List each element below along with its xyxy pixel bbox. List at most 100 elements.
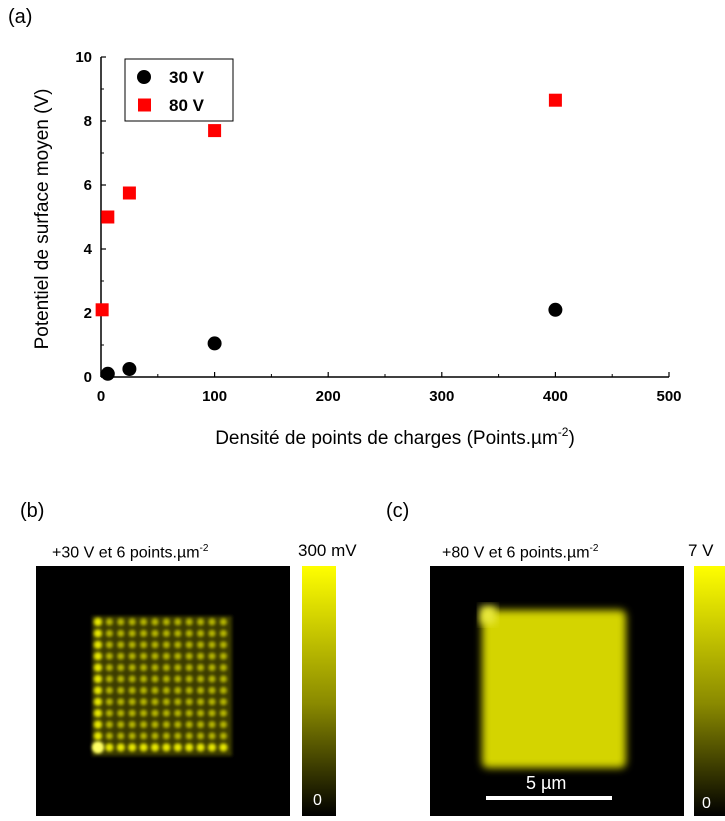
x-tick-label: 400	[543, 388, 568, 405]
charge-dot	[219, 675, 227, 683]
y-tick-label: 2	[84, 305, 92, 322]
charge-dot	[105, 664, 113, 672]
data-point-80v	[548, 93, 562, 107]
kpfm-map-30v	[36, 566, 290, 816]
charge-dot	[139, 743, 148, 752]
panel-c-colorbar-min: 0	[702, 795, 711, 812]
charge-dot	[208, 732, 216, 740]
data-point-80v	[101, 210, 115, 224]
charge-dot	[162, 641, 170, 649]
charge-dot	[219, 721, 227, 729]
charge-dot	[208, 698, 216, 706]
y-tick-label: 0	[84, 369, 92, 386]
charge-dot	[140, 686, 148, 694]
corner-hotspot	[92, 741, 104, 754]
charge-dot	[219, 629, 227, 637]
charge-dot	[197, 721, 205, 729]
charge-dot	[128, 686, 136, 694]
charge-dot	[105, 652, 113, 660]
charge-dot	[174, 641, 182, 649]
charge-dot	[93, 663, 103, 672]
charge-dot	[162, 618, 170, 626]
charge-dot	[93, 652, 103, 661]
x-tick-label: 500	[656, 388, 681, 405]
charge-dot	[162, 721, 170, 729]
charge-dot	[151, 675, 159, 683]
charge-dot	[128, 629, 136, 637]
panel-c-colorbar-max: 7 V	[688, 541, 714, 560]
charge-dot	[219, 743, 228, 752]
charge-dot	[140, 698, 148, 706]
dot-array-image	[92, 616, 232, 756]
charge-dot	[151, 664, 159, 672]
charge-dot	[93, 674, 103, 684]
charge-dot	[93, 640, 103, 649]
charge-dot	[197, 618, 205, 626]
y-tick-label: 4	[84, 241, 93, 258]
data-point-30v	[122, 362, 137, 376]
charge-dot	[219, 698, 227, 706]
data-point-80v	[208, 124, 222, 138]
y-axis-label: Potentiel de surface moyen (V)	[32, 89, 53, 350]
charge-dot	[128, 641, 136, 649]
charge-dot	[117, 664, 125, 672]
charge-dot	[117, 686, 125, 694]
charge-dot	[162, 675, 170, 683]
charge-dot	[208, 652, 216, 660]
data-point-80v	[95, 303, 109, 317]
charge-dot	[185, 652, 193, 660]
charge-dot	[162, 732, 170, 740]
charge-dot	[105, 732, 113, 740]
panel-c-caption: +80 V et 6 points.µm-2	[442, 543, 599, 562]
charge-dot	[140, 618, 148, 626]
charge-dot	[105, 675, 113, 683]
charge-dot	[140, 675, 148, 683]
charge-dot	[185, 743, 194, 752]
charge-dot	[174, 618, 182, 626]
data-point-30v	[207, 336, 222, 351]
charge-dot	[185, 675, 193, 683]
charge-dot	[219, 709, 227, 717]
charge-dot	[219, 618, 227, 626]
x-tick-label: 200	[316, 388, 341, 405]
x-tick-label: 0	[97, 388, 105, 405]
charge-dot	[93, 686, 103, 695]
charge-dot	[140, 721, 148, 729]
charge-dot	[185, 629, 193, 637]
scale-bar	[486, 796, 612, 800]
panel-b-label: (b)	[20, 500, 45, 522]
charge-dot	[117, 698, 125, 706]
charge-dot	[162, 664, 170, 672]
charge-dot	[197, 698, 205, 706]
charge-dot	[116, 743, 126, 752]
charge-dot	[219, 652, 227, 660]
charge-dot	[208, 721, 216, 729]
legend-marker-80v	[138, 98, 151, 112]
charge-dot	[105, 629, 113, 637]
charge-dot	[219, 732, 227, 740]
charge-dot	[128, 709, 136, 717]
charge-dot	[105, 743, 114, 752]
charge-dot	[219, 664, 227, 672]
charged-square	[482, 610, 626, 768]
charge-dot	[208, 664, 216, 672]
charge-dot	[185, 732, 193, 740]
charge-dot	[105, 721, 113, 729]
charge-dot	[162, 743, 171, 752]
charge-dot	[151, 721, 159, 729]
panel-b-caption: +30 V et 6 points.µm-2	[52, 543, 209, 562]
panel-c-label: (c)	[386, 500, 410, 522]
charge-dot	[162, 629, 170, 637]
x-tick-label: 100	[202, 388, 227, 405]
charge-dot	[117, 709, 125, 717]
legend-label: 30 V	[169, 68, 205, 87]
charge-dot	[105, 698, 113, 706]
charge-dot	[93, 709, 103, 718]
charge-dot	[93, 629, 103, 638]
dot-array-glow	[92, 616, 232, 756]
charge-dot	[197, 675, 205, 683]
charge-dot	[185, 709, 193, 717]
charge-dot	[105, 618, 113, 626]
x-axis-label: Densité de points de charges (Points.µm-…	[215, 425, 575, 449]
charge-dot	[208, 709, 216, 717]
